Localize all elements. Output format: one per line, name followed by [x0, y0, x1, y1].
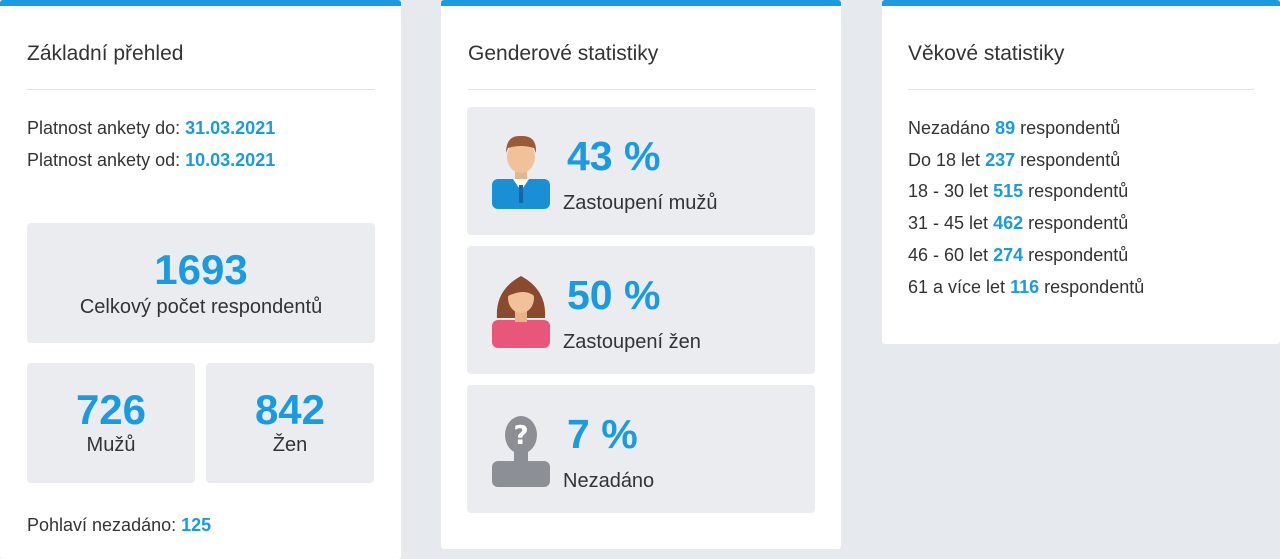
women-count-label: Žen [272, 434, 308, 456]
gender-unspecified-line: Pohlaví nezadáno: 125 [27, 515, 211, 536]
age-row: 61 a více let 116 respondentů [908, 277, 1144, 298]
divider [468, 89, 816, 90]
gender-unspecified-box: ? 7 % Nezadáno [467, 385, 815, 513]
woman-avatar-icon [492, 276, 550, 348]
age-row-label: 31 - 45 let [908, 213, 989, 233]
age-row-label: Do 18 let [908, 150, 981, 170]
age-stats-title: Věkové statistiky [908, 42, 1065, 65]
men-count-box: 726 Mužů [27, 363, 195, 483]
valid-from-line: Platnost ankety od: 10.03.2021 [27, 150, 275, 171]
age-row-value: 116 [1010, 277, 1040, 297]
age-row-suffix: respondentů [1044, 277, 1145, 297]
age-row-value: 237 [985, 150, 1016, 170]
age-row-suffix: respondentů [1028, 181, 1129, 201]
gender-men-box: 43 % Zastoupení mužů [467, 107, 815, 235]
divider [908, 89, 1254, 90]
women-count-box: 842 Žen [206, 363, 374, 483]
valid-to-value: 31.03.2021 [185, 118, 276, 138]
basic-overview-title: Základní přehled [27, 42, 184, 65]
age-row-label: Nezadáno [908, 118, 991, 138]
age-row-suffix: respondentů [1028, 245, 1129, 265]
valid-from-label: Platnost ankety od: [27, 150, 181, 170]
unspecified-percent-label: Nezadáno [563, 470, 655, 492]
valid-to-line: Platnost ankety do: 31.03.2021 [27, 118, 275, 139]
age-row-value: 274 [993, 245, 1024, 265]
unspecified-percent: 7 % [567, 411, 638, 457]
women-percent: 50 % [567, 272, 661, 318]
age-row-suffix: respondentů [1020, 118, 1121, 138]
valid-from-value: 10.03.2021 [185, 150, 276, 170]
valid-to-label: Platnost ankety do: [27, 118, 181, 138]
men-count-label: Mužů [86, 434, 136, 456]
age-row-value: 515 [993, 181, 1024, 201]
gender-women-box: 50 % Zastoupení žen [467, 246, 815, 374]
age-row-value: 462 [993, 213, 1024, 233]
women-percent-label: Zastoupení žen [563, 331, 701, 353]
age-row-label: 18 - 30 let [908, 181, 989, 201]
age-row-suffix: respondentů [1020, 150, 1121, 170]
age-row: 18 - 30 let 515 respondentů [908, 181, 1128, 202]
total-respondents-label: Celkový počet respondentů [79, 296, 323, 318]
men-percent-label: Zastoupení mužů [563, 192, 718, 214]
men-percent: 43 % [567, 133, 661, 179]
gender-unspecified-label: Pohlaví nezadáno: [27, 515, 177, 535]
age-row: Nezadáno 89 respondentů [908, 118, 1120, 139]
basic-overview-card: Základní přehled Platnost ankety do: 31.… [0, 0, 401, 559]
gender-unspecified-value: 125 [181, 515, 212, 535]
age-row-label: 46 - 60 let [908, 245, 989, 265]
women-count-value: 842 [254, 386, 326, 433]
age-row-value: 89 [995, 118, 1016, 138]
divider [27, 89, 375, 90]
total-respondents-box: 1693 Celkový počet respondentů [27, 223, 375, 343]
age-row: 46 - 60 let 274 respondentů [908, 245, 1128, 266]
age-row: Do 18 let 237 respondentů [908, 150, 1120, 171]
gender-stats-card: Genderové statistiky 43 % Zastoupení muž… [441, 0, 841, 549]
unknown-person-icon: ? [492, 416, 550, 487]
man-avatar-icon [492, 135, 550, 209]
age-row: 31 - 45 let 462 respondentů [908, 213, 1128, 234]
age-row-suffix: respondentů [1028, 213, 1129, 233]
men-count-value: 726 [75, 386, 147, 433]
age-stats-card: Věkové statistiky Nezadáno 89 respondent… [882, 0, 1280, 344]
svg-text:?: ? [513, 421, 528, 451]
age-row-label: 61 a více let [908, 277, 1006, 297]
total-respondents-value: 1693 [154, 246, 248, 293]
gender-stats-title: Genderové statistiky [468, 42, 659, 65]
